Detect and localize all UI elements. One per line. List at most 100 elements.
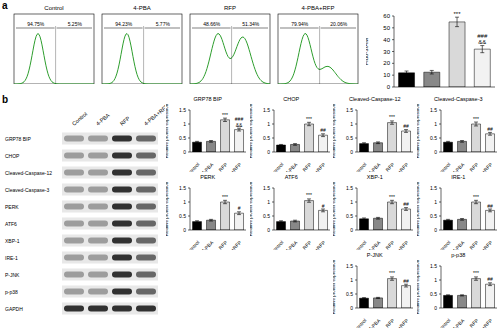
svg-text:4-PBA: 4-PBA: [367, 239, 382, 250]
svg-text:***: ***: [473, 270, 479, 276]
svg-text:RFP: RFP: [217, 239, 229, 250]
svg-text:Control: Control: [352, 317, 368, 328]
svg-text:5.25%: 5.25%: [68, 21, 83, 27]
svg-text:0.5: 0.5: [346, 213, 353, 219]
svg-text:IRE-1: IRE-1: [8, 255, 18, 261]
svg-text:0: 0: [267, 227, 270, 233]
svg-text:#: #: [238, 205, 241, 211]
svg-text:Relative protein expression: Relative protein expression: [417, 182, 420, 236]
svg-text:94.23%: 94.23%: [115, 21, 133, 27]
svg-text:RFP: RFP: [468, 239, 480, 250]
svg-text:4-PBA+RFP: 4-PBA+RFP: [143, 103, 165, 127]
svg-text:0: 0: [350, 305, 353, 311]
svg-text:RFP: RFP: [301, 161, 313, 172]
svg-text:#: #: [321, 203, 324, 209]
svg-text:4-PBA+RFP: 4-PBA+RFP: [302, 239, 326, 250]
svg-text:1.5: 1.5: [346, 107, 353, 113]
svg-text:1.5: 1.5: [179, 185, 186, 191]
svg-text:4-PBA: 4-PBA: [133, 5, 150, 11]
svg-text:##: ##: [487, 126, 492, 132]
svg-text:4-PBA: 4-PBA: [451, 161, 466, 172]
svg-text:Relative protein expression: Relative protein expression: [417, 104, 420, 158]
svg-text:***: ***: [454, 11, 462, 17]
svg-text:0: 0: [267, 149, 270, 155]
svg-text:Control: Control: [44, 5, 63, 11]
svg-text:##: ##: [403, 201, 409, 207]
svg-text:4-PBA+RFP: 4-PBA+RFP: [469, 317, 492, 328]
svg-text:4-PBA+RFP: 4-PBA+RFP: [386, 239, 410, 250]
svg-text:***: ***: [389, 270, 395, 276]
svg-text:Relative protein expression: Relative protein expression: [166, 104, 169, 158]
svg-text:4-PBA+RFP: 4-PBA+RFP: [469, 239, 492, 250]
svg-text:4-PBA: 4-PBA: [284, 161, 299, 172]
svg-text:***: ***: [222, 112, 228, 118]
svg-text:4-PBA: 4-PBA: [451, 317, 466, 328]
svg-text:***: ***: [473, 116, 479, 122]
svg-text:&&: &&: [236, 122, 243, 128]
svg-text:0: 0: [434, 227, 437, 233]
svg-text:RFP: RFP: [224, 5, 236, 11]
svg-text:Control: Control: [71, 111, 88, 127]
svg-text:4-PBA+RFP: 4-PBA+RFP: [302, 5, 335, 11]
svg-text:1: 1: [350, 121, 353, 127]
svg-text:40: 40: [383, 37, 390, 43]
svg-text:0.5: 0.5: [263, 135, 270, 141]
svg-text:1.5: 1.5: [263, 185, 270, 191]
svg-text:Relative protein expression: Relative protein expression: [417, 260, 420, 314]
svg-text:0.5: 0.5: [346, 291, 353, 297]
svg-text:1.5: 1.5: [346, 263, 353, 269]
svg-text:RFP: RFP: [217, 161, 229, 172]
svg-text:51.34%: 51.34%: [242, 21, 260, 27]
svg-text:GRP78 BIP: GRP78 BIP: [8, 136, 32, 142]
svg-text:4-PBA+RFP: 4-PBA+RFP: [386, 161, 410, 172]
svg-text:4-PBA+RFP: 4-PBA+RFP: [386, 317, 410, 328]
svg-text:1.5: 1.5: [430, 263, 437, 269]
svg-text:##: ##: [487, 276, 492, 282]
svg-text:Control: Control: [185, 161, 201, 172]
svg-text:0.5: 0.5: [346, 135, 353, 141]
svg-text:4-PBA+RFP: 4-PBA+RFP: [302, 161, 326, 172]
svg-text:Control: Control: [352, 239, 368, 250]
svg-text:RFP: RFP: [468, 161, 480, 172]
svg-text:0: 0: [434, 305, 437, 311]
svg-text:1: 1: [434, 199, 437, 205]
svg-text:0.5: 0.5: [179, 213, 186, 219]
svg-text:5.77%: 5.77%: [156, 21, 171, 27]
svg-text:Relative protein expression: Relative protein expression: [250, 182, 253, 236]
svg-text:4-PBA: 4-PBA: [200, 239, 215, 250]
svg-text:0.5: 0.5: [179, 135, 186, 141]
svg-text:GAPDH: GAPDH: [8, 306, 23, 312]
svg-text:Cleaved-Caspase-3: Cleaved-Caspase-3: [8, 187, 49, 193]
svg-text:1.5: 1.5: [263, 107, 270, 113]
svg-text:0: 0: [350, 227, 353, 233]
svg-text:0: 0: [183, 149, 186, 155]
svg-text:30: 30: [383, 49, 390, 55]
svg-text:&&: &&: [478, 39, 486, 45]
svg-text:1.5: 1.5: [430, 107, 437, 113]
svg-text:Relative protein expression: Relative protein expression: [250, 104, 253, 158]
svg-text:###: ###: [477, 33, 488, 39]
svg-text:4-PBA+RFP: 4-PBA+RFP: [219, 239, 243, 250]
svg-text:4-PBA: 4-PBA: [284, 239, 299, 250]
svg-text:1: 1: [183, 121, 186, 127]
svg-text:RFP: RFP: [119, 115, 132, 127]
svg-text:4-PBA+RFP: 4-PBA+RFP: [469, 161, 492, 172]
svg-text:Control: Control: [435, 317, 451, 328]
svg-text:1: 1: [267, 121, 270, 127]
svg-text:79.94%: 79.94%: [291, 21, 309, 27]
svg-text:94.75%: 94.75%: [27, 21, 45, 27]
svg-text:***: ***: [306, 116, 312, 122]
svg-text:Relative protein expression: Relative protein expression: [166, 182, 169, 236]
svg-text:RFP: RFP: [468, 317, 480, 328]
svg-text:Relative protein expression: Relative protein expression: [333, 182, 336, 236]
svg-text:##: ##: [487, 203, 492, 209]
svg-text:ATF6: ATF6: [8, 221, 17, 227]
svg-text:4-PBA+RFP: 4-PBA+RFP: [219, 161, 243, 172]
svg-text:Relative protein expression: Relative protein expression: [333, 104, 336, 158]
svg-text:1: 1: [267, 199, 270, 205]
svg-text:0.5: 0.5: [430, 135, 437, 141]
svg-text:1.5: 1.5: [430, 185, 437, 191]
svg-text:##: ##: [403, 123, 409, 129]
svg-text:P-JNK: P-JNK: [8, 272, 20, 278]
svg-text:10: 10: [383, 72, 390, 78]
